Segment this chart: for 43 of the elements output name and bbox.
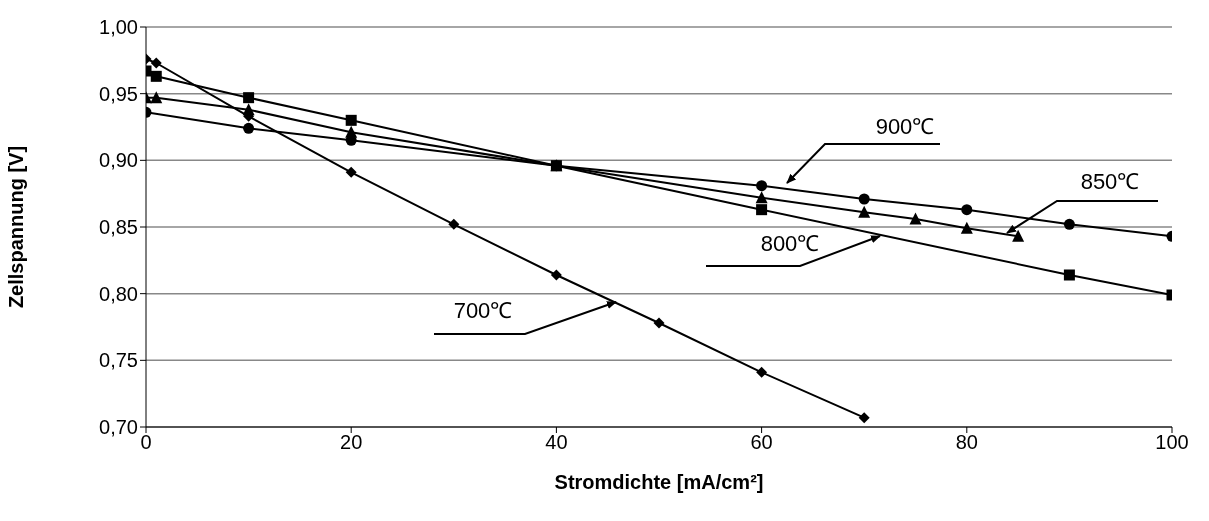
point (756, 204, 768, 216)
x-tick-label: 80 (955, 431, 978, 454)
x-tick-label: 0 (140, 431, 152, 454)
text: 900℃ (875, 113, 935, 139)
y-tick-label: 0,90 (99, 149, 138, 172)
point (150, 70, 162, 82)
y-tick-label: 1,00 (99, 16, 138, 39)
point (550, 269, 562, 281)
point (858, 193, 870, 205)
y-tick-label: 0,75 (99, 349, 138, 372)
y-tick-label: 0,95 (99, 82, 138, 105)
y-tick-label: 0,80 (99, 282, 138, 305)
point (653, 317, 665, 329)
point (243, 122, 255, 134)
point (242, 103, 255, 116)
point (345, 114, 357, 126)
series-label: 800℃ (760, 230, 820, 256)
x-axis-title: Stromdichte [mA/cm²] (554, 471, 764, 493)
x-tick-label: 40 (545, 431, 568, 454)
point (960, 221, 973, 234)
point (755, 191, 768, 204)
point (448, 218, 460, 230)
point (243, 92, 255, 104)
y-axis-title: Zellspannung [V] (5, 145, 28, 309)
text: 850℃ (1080, 168, 1140, 194)
point (1063, 269, 1075, 281)
point (150, 91, 163, 104)
series-label: 700℃ (453, 297, 513, 323)
point (756, 180, 768, 192)
point (150, 57, 162, 69)
y-tick-label: 0,85 (99, 216, 138, 239)
point (961, 204, 973, 216)
x-tick-label: 60 (750, 431, 773, 454)
point (1063, 218, 1075, 230)
point (756, 366, 768, 378)
x-tick-label: 20 (340, 431, 363, 454)
point (1012, 229, 1025, 242)
x-tick-label: 100 (1155, 431, 1189, 454)
point (858, 205, 871, 218)
point (909, 212, 922, 225)
point (858, 412, 870, 424)
y-tick-label: 0,70 (99, 416, 138, 439)
point (345, 166, 357, 178)
